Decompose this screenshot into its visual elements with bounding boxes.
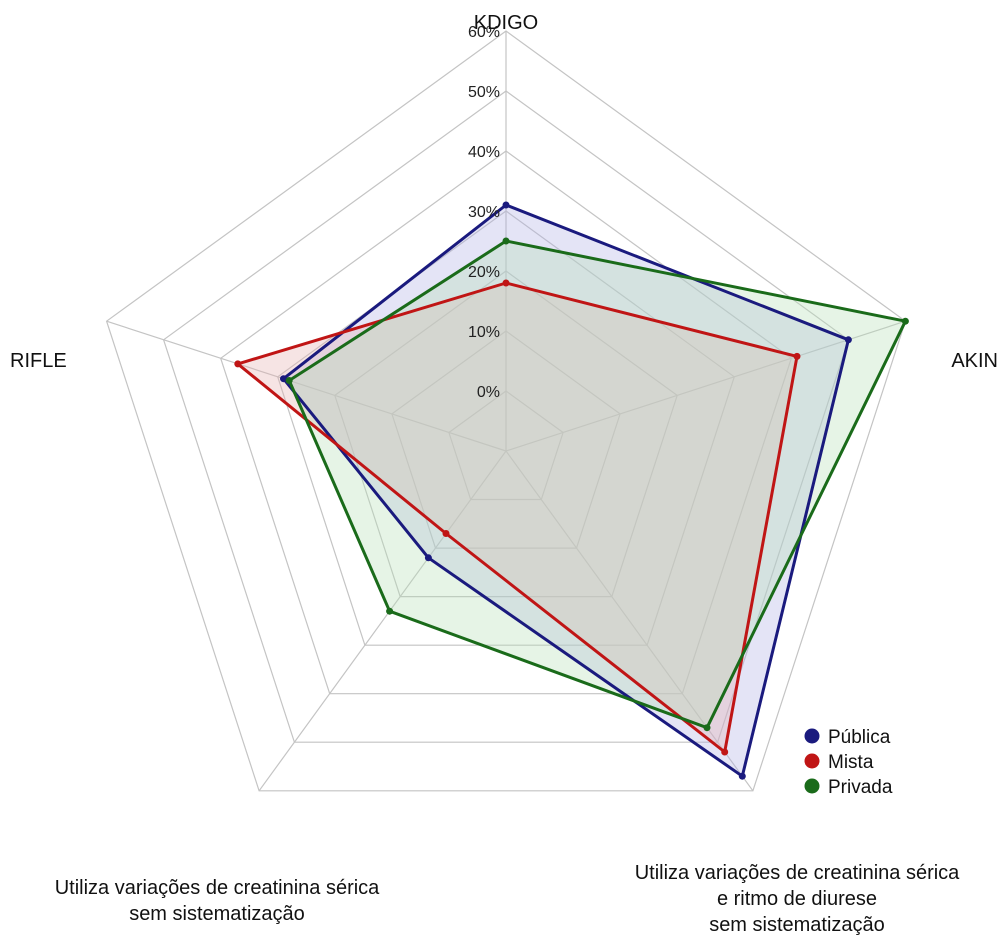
series-line: [287, 239, 907, 730]
axis-label: sem sistematização: [709, 914, 885, 936]
data-point: [386, 607, 394, 615]
legend-label: Pública: [828, 727, 891, 748]
legend: Pública Mista Privada: [804, 727, 893, 798]
data-point: [280, 375, 287, 383]
grid-ring: [105, 30, 907, 792]
axis-spoke: [258, 450, 507, 792]
tick-label: 0%: [477, 384, 500, 401]
axis-spoke: [106, 320, 507, 452]
legend-label: Mista: [828, 752, 874, 773]
data-point: [234, 360, 242, 368]
data-point: [901, 317, 909, 325]
legend-marker: [804, 778, 820, 794]
data-point: [424, 554, 432, 562]
data-point: [442, 530, 450, 537]
axis-label: Utiliza variações de creatinina sérica: [55, 877, 380, 899]
data-point: [703, 724, 711, 732]
data-point: [285, 377, 293, 384]
series-area: [237, 283, 798, 752]
tick-label: 30%: [468, 204, 500, 221]
legend-marker: [804, 753, 820, 769]
axis-labels: KDIGO AKIN Utiliza variações de creatinina…: [10, 12, 998, 936]
data-point: [844, 336, 852, 344]
axis-spoke: [505, 320, 906, 452]
series-line: [282, 203, 850, 778]
tick-label: 50%: [468, 84, 500, 101]
series-lines: [236, 203, 907, 778]
axis-label: KDIGO: [474, 12, 538, 34]
axis-label: AKIN: [951, 350, 998, 372]
grid-ring: [448, 390, 564, 501]
tick-label: 40%: [468, 144, 500, 161]
series-area: [283, 205, 849, 777]
tick-label: 20%: [468, 264, 500, 281]
data-point: [738, 772, 746, 780]
tick-label: 10%: [468, 324, 500, 341]
data-point: [502, 279, 510, 287]
data-point: [793, 352, 801, 360]
grid-ring: [391, 330, 621, 549]
data-point: [721, 748, 729, 756]
legend-label: Privada: [828, 777, 893, 798]
axis-label: e ritmo de diurese: [717, 888, 877, 910]
data-point: [502, 201, 510, 209]
axis-label: sem sistematização: [129, 903, 305, 925]
data-point: [502, 237, 510, 245]
grid-ring: [219, 150, 793, 695]
series-line: [236, 281, 799, 754]
radial-tick-labels: 0% 10% 20% 30% 40% 50% 60%: [468, 24, 500, 401]
grid-ring: [334, 270, 678, 598]
radar-spokes: [106, 31, 906, 792]
axis-label: RIFLE: [10, 350, 67, 372]
axis-label: Utiliza variações de creatinina sérica: [635, 862, 960, 884]
axis-spoke: [505, 450, 754, 792]
legend-marker: [804, 728, 820, 744]
tick-label: 60%: [468, 24, 500, 41]
grid-ring: [276, 210, 736, 646]
series-points: [234, 201, 909, 780]
